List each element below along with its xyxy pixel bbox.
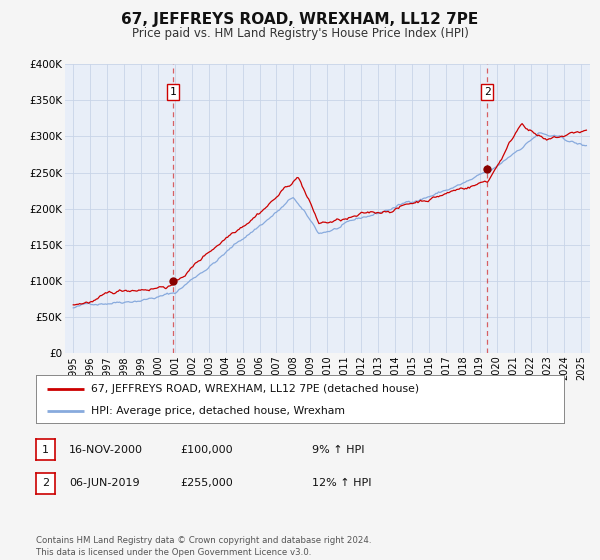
Text: 67, JEFFREYS ROAD, WREXHAM, LL12 7PE (detached house): 67, JEFFREYS ROAD, WREXHAM, LL12 7PE (de… (91, 384, 419, 394)
Text: Contains HM Land Registry data © Crown copyright and database right 2024.
This d: Contains HM Land Registry data © Crown c… (36, 536, 371, 557)
Text: 06-JUN-2019: 06-JUN-2019 (69, 478, 140, 488)
Text: Price paid vs. HM Land Registry's House Price Index (HPI): Price paid vs. HM Land Registry's House … (131, 27, 469, 40)
Text: 16-NOV-2000: 16-NOV-2000 (69, 445, 143, 455)
Text: £255,000: £255,000 (180, 478, 233, 488)
Text: 1: 1 (42, 445, 49, 455)
Text: 1: 1 (169, 87, 176, 97)
Text: 12% ↑ HPI: 12% ↑ HPI (312, 478, 371, 488)
Text: £100,000: £100,000 (180, 445, 233, 455)
Text: 9% ↑ HPI: 9% ↑ HPI (312, 445, 365, 455)
Text: 67, JEFFREYS ROAD, WREXHAM, LL12 7PE: 67, JEFFREYS ROAD, WREXHAM, LL12 7PE (121, 12, 479, 27)
Text: 2: 2 (484, 87, 490, 97)
Text: HPI: Average price, detached house, Wrexham: HPI: Average price, detached house, Wrex… (91, 406, 346, 416)
Text: 2: 2 (42, 478, 49, 488)
